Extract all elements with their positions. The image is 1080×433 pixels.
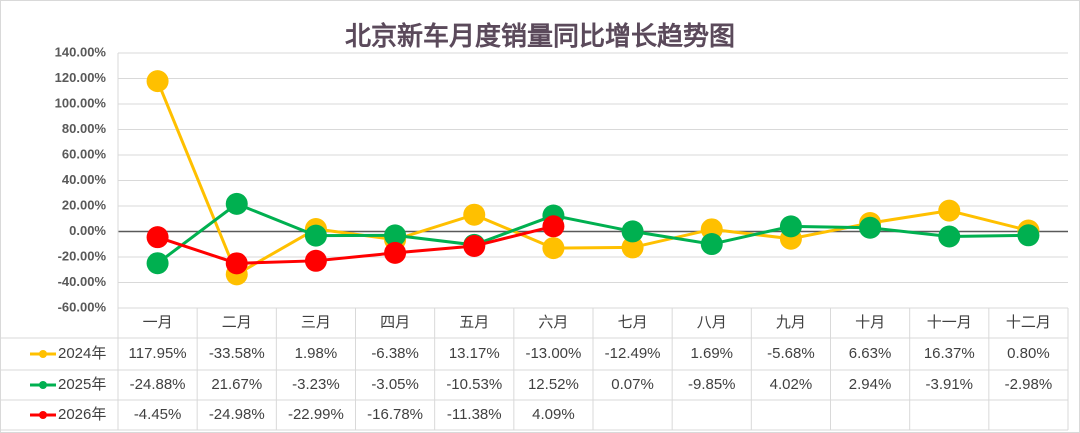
marker	[542, 237, 565, 260]
marker	[304, 249, 327, 272]
table-value: -4.45%	[134, 406, 182, 423]
y-tick-label: -20.00%	[58, 248, 107, 263]
series-line	[156, 80, 1029, 277]
marker	[621, 236, 644, 259]
table-value: 12.52%	[528, 376, 579, 393]
legend-marker	[39, 350, 47, 358]
marker	[859, 216, 882, 239]
marker	[779, 215, 802, 238]
table-value: -16.78%	[367, 406, 423, 423]
x-tick-label: 一月	[143, 314, 173, 331]
marker	[146, 226, 169, 249]
marker	[146, 70, 169, 93]
table-value: -33.58%	[209, 345, 265, 362]
marker	[1017, 224, 1040, 247]
table-value: 117.95%	[129, 345, 187, 362]
marker	[621, 220, 644, 243]
legend-marker	[39, 381, 47, 389]
table-value: -5.68%	[767, 345, 815, 362]
y-tick-label: 120.00%	[55, 70, 107, 85]
table-value: -9.85%	[688, 376, 736, 393]
legend-label: 2026年	[58, 406, 106, 423]
table-value: 0.07%	[611, 376, 654, 393]
marker	[384, 224, 407, 247]
y-tick-label: 20.00%	[62, 197, 107, 212]
y-tick-label: 60.00%	[62, 146, 107, 161]
table-value: 21.67%	[211, 376, 262, 393]
x-tick-label: 二月	[222, 314, 252, 331]
marker	[700, 233, 723, 256]
legend-label: 2024年	[58, 345, 106, 362]
table-value: -3.23%	[292, 376, 340, 393]
legend-marker	[39, 411, 47, 419]
y-tick-label: 40.00%	[62, 172, 107, 187]
y-tick-label: 0.00%	[69, 223, 106, 238]
x-tick-label: 四月	[380, 314, 410, 331]
y-tick-label: -60.00%	[58, 299, 107, 314]
x-tick-label: 八月	[697, 314, 727, 331]
x-tick-label: 五月	[459, 314, 489, 331]
y-tick-label: -40.00%	[58, 274, 107, 289]
table-value: 16.37%	[924, 345, 975, 362]
table-value: -3.91%	[925, 376, 973, 393]
x-tick-label: 六月	[538, 314, 568, 331]
marker	[938, 225, 961, 248]
x-tick-label: 十月	[855, 314, 885, 331]
table-value: 13.17%	[449, 345, 500, 362]
chart-title: 北京新车月度销量同比增长趋势图	[345, 21, 735, 51]
table-value: -2.98%	[1005, 376, 1053, 393]
table-value: 2.94%	[849, 376, 892, 393]
marker	[225, 252, 248, 275]
x-tick-label: 三月	[301, 314, 331, 331]
table-value: -3.05%	[371, 376, 419, 393]
marker	[542, 215, 565, 238]
table-value: 4.02%	[770, 376, 813, 393]
table-value: -6.38%	[371, 345, 419, 362]
table-value: 4.09%	[532, 406, 575, 423]
marker	[938, 199, 961, 222]
x-tick-label: 九月	[776, 314, 806, 331]
marker	[146, 252, 169, 275]
series-line	[156, 202, 1029, 265]
table-value: 0.80%	[1007, 345, 1050, 362]
table-value: -24.88%	[130, 376, 186, 393]
table-value: 1.98%	[295, 345, 338, 362]
x-tick-label: 十一月	[927, 314, 972, 331]
y-tick-label: 140.00%	[55, 44, 107, 59]
table-value: -11.38%	[447, 406, 502, 423]
marker	[463, 235, 486, 258]
table-value: -10.53%	[446, 376, 502, 393]
table-value: -24.98%	[209, 406, 265, 423]
y-tick-label: 80.00%	[62, 121, 107, 136]
table-value: -12.49%	[605, 345, 661, 362]
y-tick-label: 100.00%	[55, 95, 107, 110]
marker	[384, 241, 407, 264]
legend-label: 2025年	[58, 376, 106, 393]
x-tick-label: 七月	[618, 314, 648, 331]
table-value: -13.00%	[525, 345, 581, 362]
x-tick-label: 十二月	[1006, 314, 1051, 331]
marker	[225, 192, 248, 215]
marker	[304, 224, 327, 247]
table-value: -22.99%	[288, 406, 344, 423]
series-line	[157, 224, 554, 265]
table-value: 1.69%	[690, 345, 733, 362]
table-value: 6.63%	[849, 345, 892, 362]
marker	[463, 203, 486, 226]
